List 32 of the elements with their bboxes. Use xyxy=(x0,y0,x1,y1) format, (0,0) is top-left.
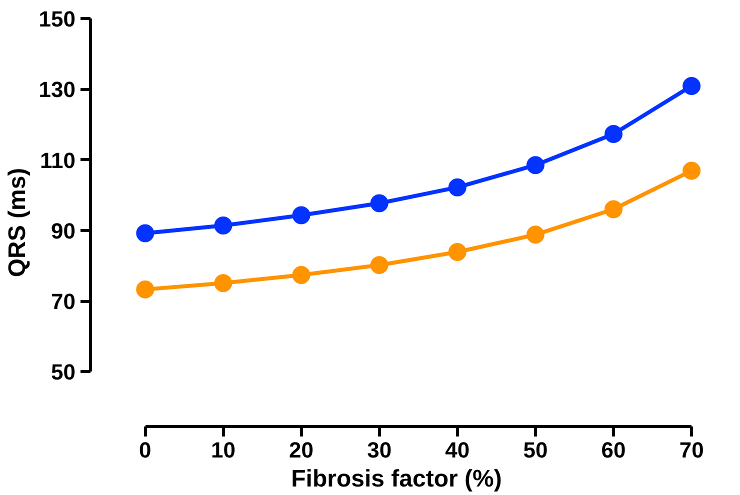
point xyxy=(526,156,544,174)
x-tick-label: 30 xyxy=(367,438,392,462)
x-tick-label: 70 xyxy=(679,438,704,462)
x-tick-label: 50 xyxy=(523,438,548,462)
point xyxy=(370,256,388,274)
point xyxy=(604,200,623,218)
y-tick-label: 50 xyxy=(51,360,76,385)
y-tick-label: 130 xyxy=(38,77,76,102)
x-tick-label: 20 xyxy=(289,438,314,462)
point xyxy=(214,274,232,292)
x-tick-label: 0 xyxy=(139,438,152,462)
x-tick-label: 10 xyxy=(210,438,236,462)
y-tick-label: 90 xyxy=(51,218,76,244)
y-tick-label: 70 xyxy=(51,289,76,314)
point xyxy=(448,178,466,196)
point xyxy=(526,226,544,244)
x-tick-label: 60 xyxy=(601,438,626,462)
point xyxy=(136,224,154,242)
point xyxy=(682,76,701,95)
point xyxy=(136,280,154,298)
point xyxy=(292,266,310,284)
y-axis-title: QRS (ms) xyxy=(4,168,31,278)
point xyxy=(448,243,466,261)
point xyxy=(370,194,388,212)
point xyxy=(292,206,310,224)
point xyxy=(682,162,701,180)
y-tick-label: 110 xyxy=(40,148,76,173)
point xyxy=(214,216,232,234)
point xyxy=(604,125,623,143)
x-tick-label: 40 xyxy=(445,438,470,462)
y-tick-label: 150 xyxy=(38,6,76,32)
x-axis-title: Fibrosis factor (%) xyxy=(291,466,502,492)
